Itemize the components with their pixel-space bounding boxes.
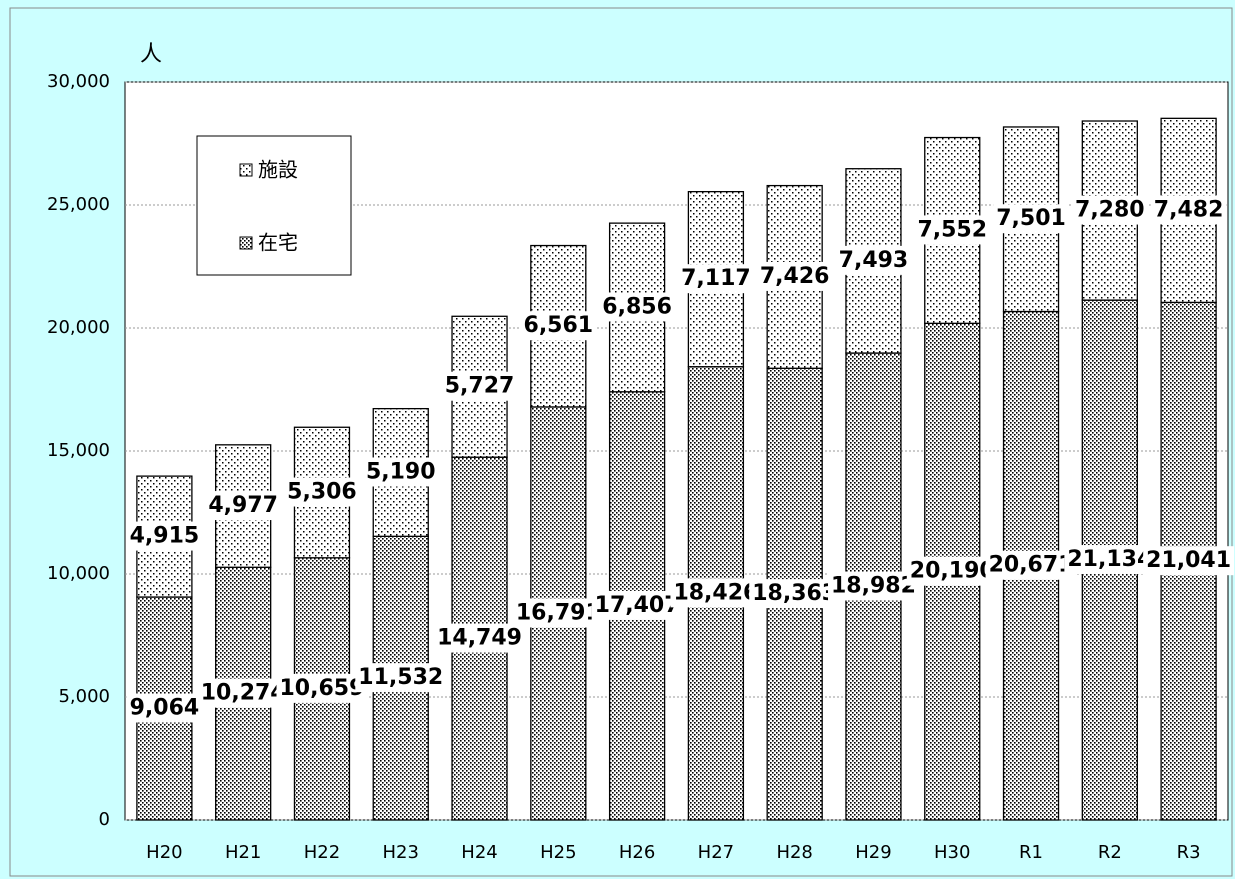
value-label: 4,915	[130, 524, 200, 549]
value-label-bg	[914, 215, 991, 245]
value-label: 7,280	[1075, 198, 1145, 223]
x-tick-label: H30	[934, 842, 970, 863]
value-label-bg	[276, 673, 368, 703]
value-label-bg	[362, 457, 439, 487]
value-label-bg	[756, 261, 833, 291]
value-label: 21,041	[1146, 548, 1231, 573]
x-tick-label: H23	[383, 842, 419, 863]
x-tick-label: H21	[225, 842, 261, 863]
value-label-bg	[1143, 546, 1235, 576]
value-label: 6,856	[602, 294, 672, 319]
value-label-bg	[1072, 195, 1148, 225]
value-label: 6,561	[524, 313, 594, 338]
value-label: 18,982	[831, 574, 916, 599]
value-label-bg	[512, 598, 604, 628]
value-label-bg	[355, 663, 447, 693]
value-label: 21,134	[1067, 547, 1152, 572]
value-label-bg	[1064, 545, 1156, 575]
value-label: 20,671	[989, 553, 1074, 578]
value-label-bg	[1150, 195, 1227, 225]
value-label-bg	[205, 491, 281, 521]
x-tick-label: H25	[540, 842, 576, 863]
legend-label: 在宅	[258, 231, 298, 255]
legend-swatch	[239, 236, 253, 250]
x-tick-label: H28	[776, 842, 812, 863]
value-label: 10,659	[280, 676, 365, 701]
legend: 施設 在宅	[196, 135, 352, 276]
legend-box	[196, 135, 352, 276]
y-tick-label: 0	[99, 809, 110, 830]
x-tick-label: H26	[619, 842, 655, 863]
value-label-bg	[591, 590, 683, 620]
value-label-bg	[670, 578, 762, 608]
value-label-bg	[678, 264, 754, 294]
value-label: 7,493	[839, 248, 909, 273]
y-axis-label: 人	[140, 42, 162, 67]
x-tick-label: H29	[855, 842, 891, 863]
value-label: 7,426	[760, 264, 830, 289]
value-label-bg	[126, 693, 203, 723]
value-label-bg	[197, 678, 289, 708]
value-label-bg	[441, 371, 518, 401]
value-label: 17,407	[595, 593, 680, 618]
value-label: 10,274	[201, 681, 286, 706]
y-tick-label: 20,000	[47, 317, 110, 338]
y-tick-label: 25,000	[47, 194, 110, 215]
value-label-bg	[284, 477, 360, 507]
y-tick-label: 5,000	[58, 686, 110, 707]
value-label: 5,727	[445, 374, 515, 399]
value-label: 18,426	[673, 580, 758, 605]
value-label-bg	[993, 204, 1069, 234]
value-label-bg	[985, 550, 1077, 580]
x-tick-label: R2	[1098, 842, 1122, 863]
value-label-bg	[434, 623, 525, 653]
y-tick-label: 15,000	[47, 440, 110, 461]
legend-label: 施設	[258, 158, 298, 182]
x-tick-label: H20	[146, 842, 182, 863]
y-tick-label: 30,000	[47, 71, 110, 92]
y-tick-label: 10,000	[47, 563, 110, 584]
value-label-bg	[906, 556, 998, 586]
value-label: 7,501	[996, 206, 1066, 231]
value-label-bg	[828, 571, 919, 601]
value-label: 11,532	[358, 665, 443, 690]
x-tick-label: H24	[461, 842, 497, 863]
value-label-bg	[520, 311, 597, 341]
value-label: 7,552	[917, 217, 987, 242]
x-tick-label: H27	[698, 842, 734, 863]
value-label: 18,363	[752, 581, 837, 606]
value-label: 5,306	[287, 480, 357, 505]
value-label: 16,791	[516, 600, 601, 625]
value-label-bg	[126, 521, 203, 551]
value-label: 7,117	[681, 266, 751, 291]
value-label: 7,482	[1154, 197, 1224, 222]
value-label: 20,190	[910, 559, 995, 584]
value-label: 4,977	[208, 493, 278, 518]
value-label: 5,190	[366, 459, 436, 484]
value-label: 9,064	[130, 696, 200, 721]
value-label: 14,749	[437, 626, 522, 651]
x-tick-label: H22	[304, 842, 340, 863]
x-tick-label: R3	[1177, 842, 1201, 863]
value-label-bg	[835, 245, 912, 275]
x-tick-label: R1	[1019, 842, 1043, 863]
value-label-bg	[749, 579, 841, 609]
value-label-bg	[599, 292, 675, 322]
legend-swatch	[239, 163, 253, 177]
